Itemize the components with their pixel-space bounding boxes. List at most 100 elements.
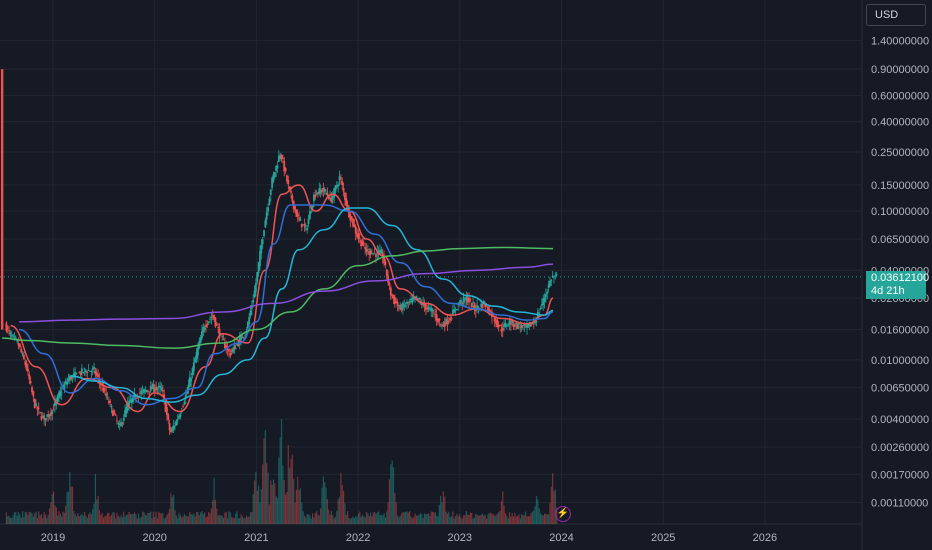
- candle-body: [481, 304, 484, 308]
- candle-body: [207, 321, 210, 323]
- candle-body: [121, 422, 124, 424]
- volume-bar: [231, 517, 233, 524]
- moving-average-line-2: [18, 204, 554, 406]
- volume-bar: [221, 515, 223, 524]
- currency-button[interactable]: USD: [866, 4, 926, 26]
- volume-bar: [48, 508, 51, 524]
- candle-body: [257, 262, 260, 274]
- volume-bar: [511, 513, 513, 524]
- candle-body: [535, 320, 538, 323]
- volume-bar: [194, 516, 196, 524]
- candle-body: [52, 409, 55, 411]
- volume-bar: [403, 512, 405, 524]
- volume-bar: [371, 516, 373, 524]
- volume-bar: [51, 494, 53, 524]
- volume-bar: [229, 512, 231, 524]
- candle-body: [288, 186, 291, 190]
- volume-bar: [519, 518, 521, 524]
- volume-bar: [160, 513, 163, 524]
- price-axis[interactable]: 1.40000000 0.90000000 0.60000000 0.40000000…: [871, 36, 929, 510]
- candle-body: [447, 320, 450, 322]
- candle-body: [134, 398, 137, 400]
- volume-bar: [365, 512, 368, 524]
- volume-bar: [453, 518, 455, 524]
- candle-body: [233, 345, 236, 351]
- candle-body: [476, 305, 479, 310]
- volume-bar: [146, 515, 148, 524]
- volume-bar: [324, 481, 326, 524]
- volume-bar: [108, 512, 110, 524]
- volume-bar: [252, 493, 254, 524]
- volume-bar: [142, 511, 144, 524]
- candle-body: [156, 388, 159, 390]
- volume-bar: [437, 516, 439, 524]
- volume-bar: [394, 492, 396, 524]
- volume-bar: [50, 502, 52, 524]
- volume-bar: [61, 516, 63, 524]
- volume-bar: [340, 472, 342, 524]
- candle-body: [296, 214, 299, 217]
- candle-body: [176, 419, 179, 421]
- time-axis[interactable]: 2019 2020 2021 2022 2023 2024 2025 2026: [41, 532, 777, 544]
- candle-body: [375, 253, 377, 257]
- candle-body: [82, 372, 85, 374]
- candle-body: [167, 414, 170, 420]
- y-tick-label: 0.00260000: [871, 442, 929, 454]
- volume-bar: [144, 514, 146, 524]
- volume-bar: [150, 511, 152, 524]
- volume-bar: [110, 514, 113, 524]
- candle-body: [493, 317, 496, 322]
- volume-bar: [86, 518, 88, 524]
- candle-body: [443, 322, 446, 327]
- candle-body: [420, 302, 423, 305]
- candle-body: [500, 329, 503, 332]
- volume-bar: [66, 492, 68, 524]
- candle-body: [93, 366, 95, 370]
- candle-body: [306, 227, 309, 231]
- volume-bar: [226, 518, 229, 524]
- candle-body: [495, 319, 497, 324]
- volume-bar: [179, 515, 181, 524]
- candle-body: [103, 388, 106, 391]
- volume-bar: [361, 514, 364, 524]
- candle-body: [102, 388, 105, 393]
- volume-bar: [298, 490, 300, 524]
- candle-body: [29, 380, 32, 384]
- volume-bar: [75, 516, 78, 524]
- volume-bar: [309, 515, 311, 524]
- volume-bar: [357, 513, 360, 524]
- volume-bar: [195, 511, 198, 524]
- volume-bar: [325, 487, 327, 524]
- candle-body: [265, 212, 268, 220]
- candle-body: [215, 323, 218, 326]
- candle-body: [81, 368, 83, 374]
- candle-body: [51, 410, 54, 415]
- volume-bar: [554, 489, 556, 524]
- volume-bar: [16, 515, 18, 524]
- candle-body: [70, 377, 73, 380]
- volume-bar: [415, 515, 418, 524]
- volume-bar: [332, 515, 334, 524]
- volume-bar: [202, 514, 204, 524]
- volume-bar: [225, 511, 227, 524]
- volume-bar: [395, 502, 397, 524]
- candle-body: [192, 362, 195, 371]
- candle-body: [79, 372, 82, 376]
- volume-bar: [43, 512, 45, 524]
- volume-bar: [89, 512, 91, 524]
- candle-body: [449, 318, 452, 321]
- candle-body: [35, 403, 37, 406]
- candle-body: [161, 390, 164, 392]
- candle-body: [368, 250, 371, 255]
- candle-body: [147, 390, 149, 392]
- volume-bar: [274, 483, 276, 524]
- volume-bar: [446, 513, 449, 524]
- volume-bar: [233, 518, 235, 524]
- volume-bar: [433, 512, 435, 524]
- volume-bar: [534, 506, 536, 524]
- volume-bar: [119, 517, 121, 524]
- lightning-icon[interactable]: ⚡: [555, 506, 571, 522]
- volume-bar: [503, 505, 505, 524]
- candle-body: [56, 395, 59, 402]
